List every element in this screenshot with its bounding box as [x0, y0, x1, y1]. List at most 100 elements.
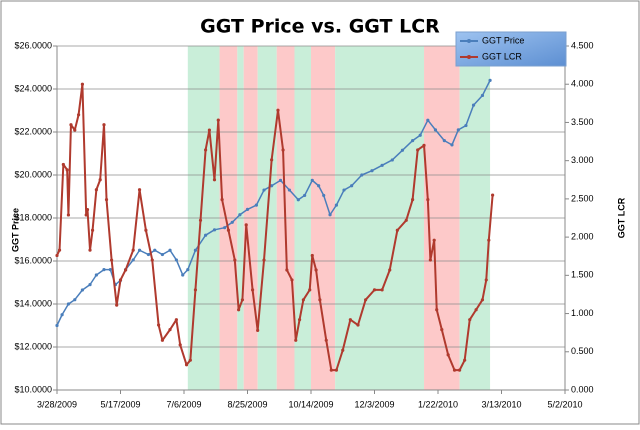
series-marker — [426, 118, 430, 122]
series-marker — [270, 158, 274, 162]
series-marker — [474, 308, 478, 312]
series-marker — [301, 298, 305, 302]
series-marker — [108, 268, 112, 272]
y-tick-label: $14.0000 — [14, 298, 52, 308]
x-tick-label: 10/14/2009 — [288, 399, 333, 409]
series-marker — [90, 228, 95, 232]
series-marker — [174, 318, 178, 322]
series-marker — [442, 139, 446, 143]
y-tick-label: $20.0000 — [14, 169, 52, 179]
series-marker — [212, 228, 217, 232]
series-marker — [223, 226, 227, 230]
series-marker — [262, 188, 266, 192]
series-marker — [372, 288, 377, 292]
series-marker — [388, 268, 392, 272]
series-marker — [435, 308, 439, 312]
series-marker — [446, 353, 450, 357]
series-marker — [491, 193, 495, 197]
series-marker — [174, 258, 178, 262]
series-marker — [65, 168, 69, 172]
series-marker — [422, 143, 426, 147]
legend-marker — [467, 55, 471, 59]
series-marker — [341, 348, 345, 352]
series-marker — [123, 268, 128, 272]
series-marker — [146, 252, 151, 257]
series-marker — [110, 258, 114, 262]
series-marker — [254, 203, 258, 207]
series-marker — [233, 258, 237, 262]
series-marker — [380, 163, 384, 167]
series-marker — [390, 158, 394, 162]
series-marker — [69, 123, 73, 127]
series-marker — [484, 278, 488, 282]
series-marker — [318, 298, 322, 302]
legend-marker — [467, 39, 471, 43]
series-marker — [314, 268, 318, 272]
series-marker — [150, 258, 154, 262]
series-marker — [61, 162, 65, 167]
series-marker — [364, 298, 368, 302]
series-marker — [88, 283, 92, 287]
series-marker — [329, 368, 333, 372]
series-marker — [240, 298, 245, 302]
series-line — [56, 80, 491, 326]
series-marker — [440, 328, 444, 332]
series-marker — [203, 233, 208, 237]
series-marker — [203, 148, 208, 152]
series-marker — [245, 207, 250, 211]
plot — [55, 78, 495, 372]
series-marker — [80, 82, 84, 86]
series-marker — [380, 288, 384, 292]
series-marker — [457, 368, 462, 372]
y2-tick-label: 0.500 — [571, 346, 594, 356]
series-marker — [226, 228, 231, 232]
series-marker — [400, 148, 405, 152]
series-marker — [193, 288, 198, 292]
series-marker — [207, 128, 211, 132]
series-marker — [471, 103, 476, 107]
series-marker — [237, 308, 241, 312]
series-marker — [488, 78, 492, 82]
series-marker — [297, 318, 302, 322]
y-tick-label: $18.0000 — [14, 212, 52, 222]
series-marker — [60, 313, 64, 317]
x-tick-label: 12/3/2009 — [354, 399, 394, 409]
series-marker — [193, 248, 198, 252]
series-marker — [160, 338, 165, 342]
x-tick-label: 7/6/2009 — [166, 399, 201, 409]
series-marker — [480, 298, 485, 302]
series-marker — [256, 328, 260, 332]
series-marker — [285, 268, 289, 272]
series-marker — [98, 178, 102, 182]
series-marker — [238, 213, 242, 217]
chart-title: GGT Price vs. GGT LCR — [200, 16, 440, 38]
series-marker — [356, 323, 360, 327]
y2-tick-label: 2.500 — [571, 193, 594, 203]
series-marker — [278, 178, 283, 182]
series-marker — [131, 248, 135, 252]
series-marker — [73, 298, 77, 302]
series-marker — [450, 143, 454, 147]
series-marker — [294, 338, 298, 342]
series-marker — [487, 238, 491, 242]
series-marker — [157, 323, 161, 327]
y-tick-label: $26.0000 — [14, 40, 52, 50]
series-marker — [94, 188, 98, 192]
series-marker — [102, 123, 106, 127]
series-marker — [76, 113, 81, 117]
series-marker — [480, 93, 485, 98]
series-marker — [308, 288, 312, 292]
series-marker — [198, 218, 203, 222]
series-marker — [464, 123, 468, 128]
series-marker — [181, 273, 185, 277]
series-marker — [411, 139, 415, 143]
series-marker — [244, 223, 248, 227]
series-marker — [188, 358, 192, 362]
series-marker — [216, 118, 220, 122]
series-marker — [73, 128, 77, 132]
y-tick-label: $22.0000 — [14, 126, 52, 136]
series-marker — [66, 213, 71, 217]
series-marker — [322, 193, 326, 198]
y2-tick-label: 4.500 — [571, 40, 594, 50]
